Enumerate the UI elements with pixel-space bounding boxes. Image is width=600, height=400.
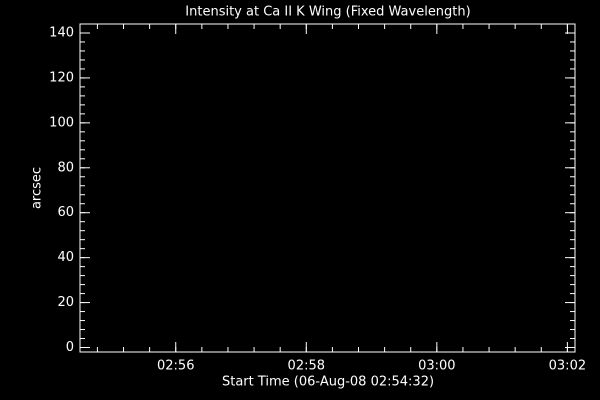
y-tick-label: 40 xyxy=(57,250,74,265)
y-tick-label: 80 xyxy=(57,160,74,175)
y-tick-label: 140 xyxy=(49,25,74,40)
y-tick-label: 20 xyxy=(57,295,74,310)
x-tick-label: 02:58 xyxy=(288,359,325,374)
x-tick-label: 02:56 xyxy=(157,359,194,374)
chart-title: Intensity at Ca II K Wing (Fixed Wavelen… xyxy=(185,5,470,20)
x-axis-label: Start Time (06-Aug-08 02:54:32) xyxy=(222,375,434,390)
y-tick-label: 100 xyxy=(49,115,74,130)
y-tick-label: 120 xyxy=(49,70,74,85)
x-tick-label: 03:00 xyxy=(418,359,455,374)
x-tick-label: 03:02 xyxy=(549,359,586,374)
y-tick-label: 60 xyxy=(57,205,74,220)
y-axis-label: arcsec xyxy=(30,167,45,209)
y-tick-label: 0 xyxy=(66,340,74,355)
plot-frame xyxy=(79,23,576,353)
